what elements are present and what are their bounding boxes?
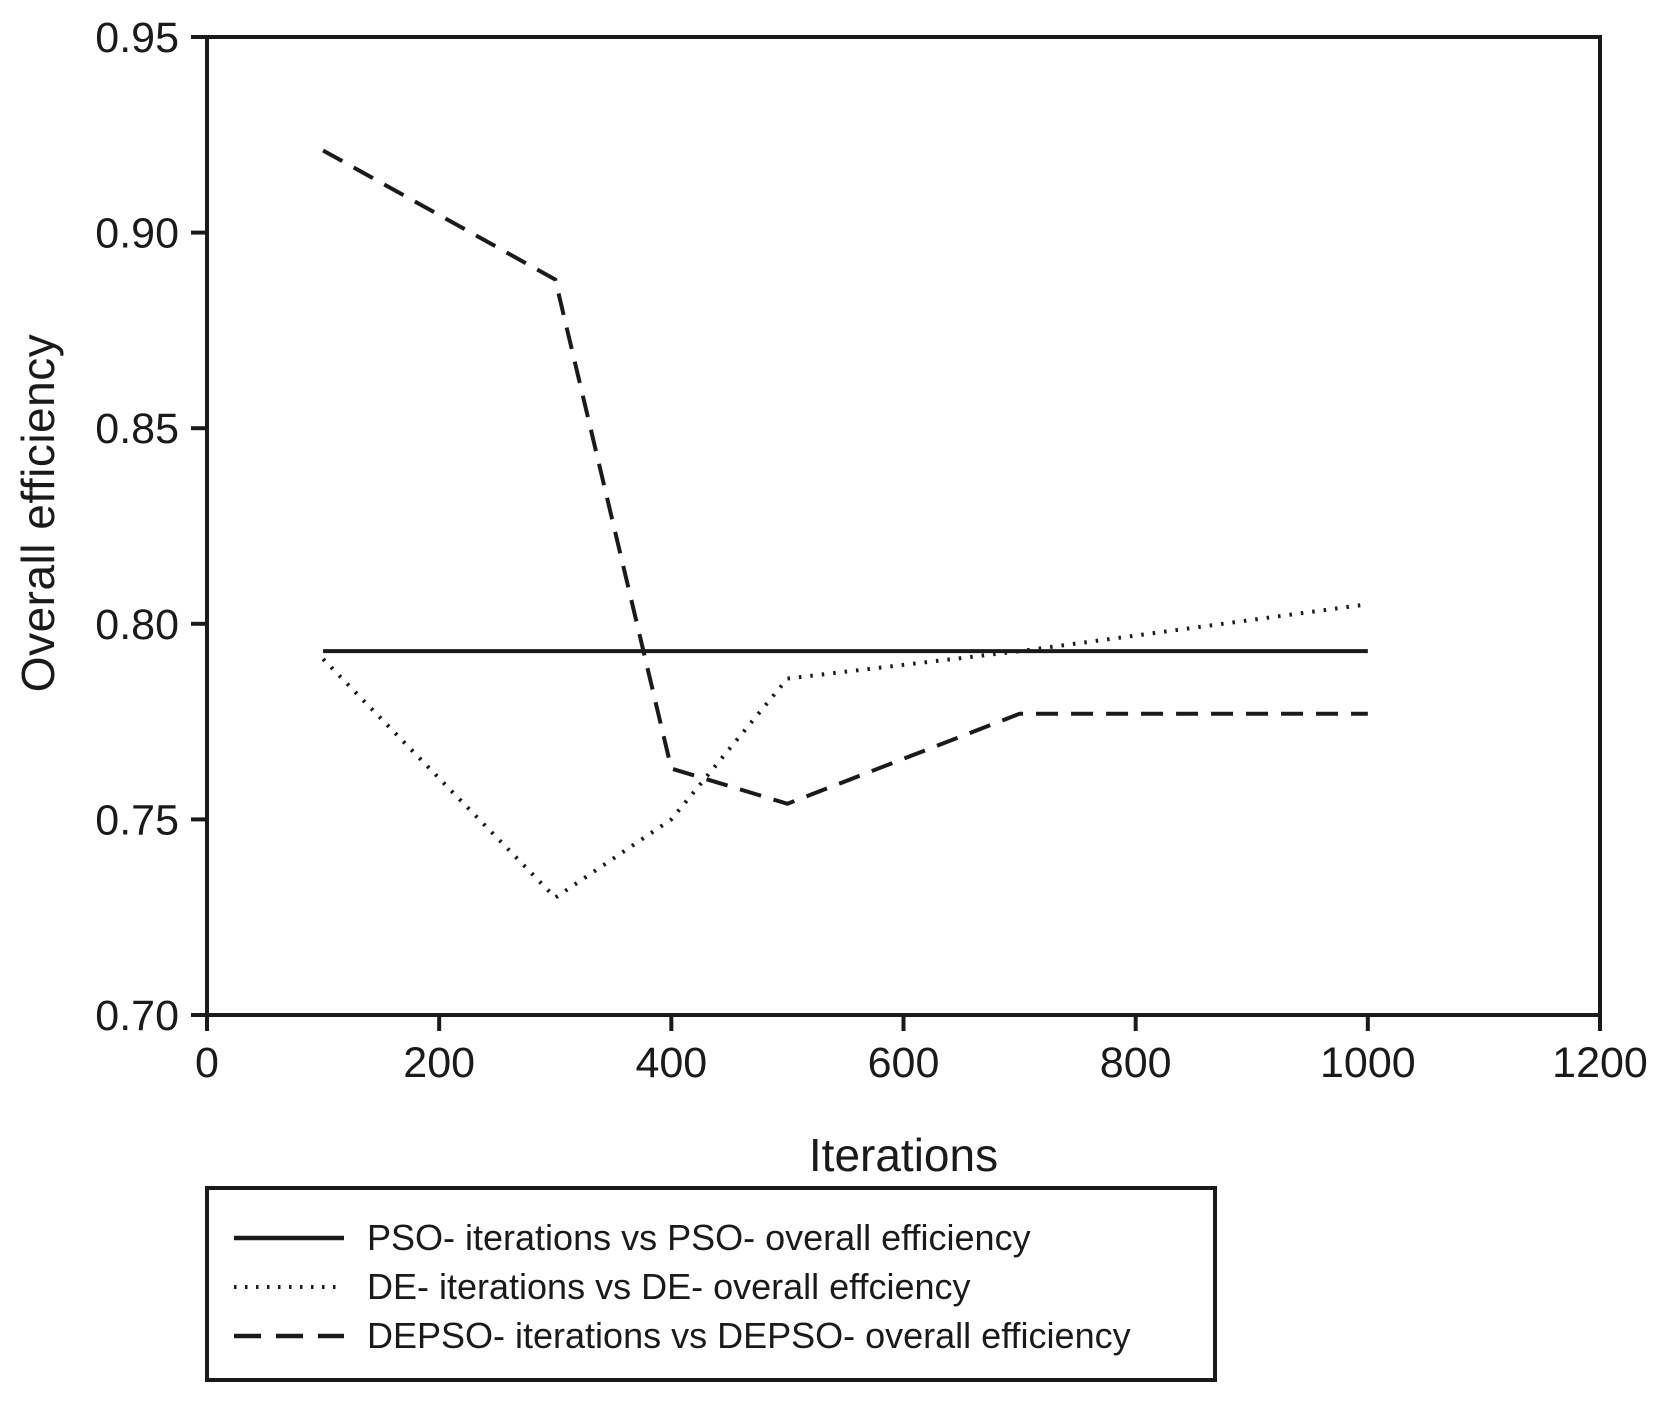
x-tick-label: 1200 xyxy=(1552,1039,1648,1087)
x-axis-title: Iterations xyxy=(808,1129,999,1181)
y-tick-label: 0.85 xyxy=(95,405,179,453)
y-tick-label: 0.80 xyxy=(95,601,179,649)
legend-item-de: DE- iterations vs DE- overall effciency xyxy=(233,1269,1213,1305)
y-tick-label: 0.70 xyxy=(95,992,179,1040)
series-line-de xyxy=(321,602,1369,901)
y-axis-title: Overall efficiency xyxy=(12,333,64,693)
x-tick-label: 200 xyxy=(403,1039,475,1087)
legend-item-pso: PSO- iterations vs PSO- overall efficien… xyxy=(233,1220,1213,1256)
plot-frame xyxy=(205,35,1602,1017)
x-tick-label: 400 xyxy=(635,1039,707,1087)
legend-dotted-line-icon xyxy=(234,1285,344,1289)
legend-label-pso: PSO- iterations vs PSO- overall efficien… xyxy=(367,1217,1031,1258)
y-tick-label: 0.95 xyxy=(95,14,179,62)
legend-label-depso: DEPSO- iterations vs DEPSO- overall effi… xyxy=(367,1315,1131,1356)
legend: PSO- iterations vs PSO- overall efficien… xyxy=(205,1186,1217,1382)
y-tick-label: 0.75 xyxy=(95,796,179,844)
legend-item-depso: DEPSO- iterations vs DEPSO- overall effi… xyxy=(233,1318,1213,1354)
y-tick-label: 0.90 xyxy=(95,210,179,258)
series-line-depso xyxy=(322,148,1368,806)
x-tick-label: 0 xyxy=(195,1039,219,1087)
legend-solid-line-icon xyxy=(234,1235,344,1241)
legend-dashed-line-icon xyxy=(234,1333,344,1339)
x-tick-label: 1000 xyxy=(1320,1039,1416,1087)
legend-label-de: DE- iterations vs DE- overall effciency xyxy=(367,1266,971,1307)
x-tick-label: 800 xyxy=(1100,1039,1172,1087)
x-tick-label: 600 xyxy=(868,1039,940,1087)
